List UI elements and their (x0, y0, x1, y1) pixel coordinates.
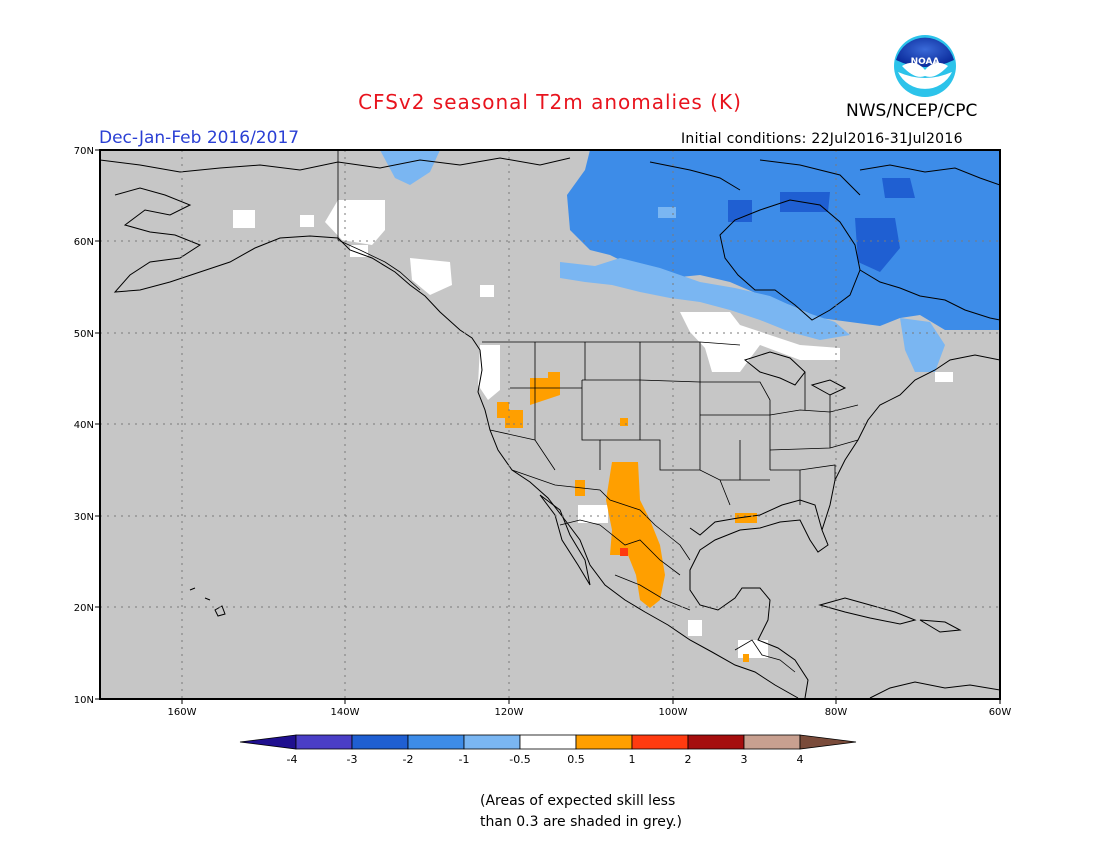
colorbar-swatch (575, 734, 633, 750)
lat-label: 40N (74, 420, 94, 431)
noaa-logo: NOAA (894, 35, 956, 97)
colorbar-label: -4 (287, 753, 298, 766)
colorbar-swatch (519, 734, 577, 750)
colorbar-label: -3 (347, 753, 358, 766)
lat-label: 60N (74, 237, 94, 248)
lon-label: 100W (659, 707, 688, 718)
colorbar-label: -2 (403, 753, 414, 766)
colorbar-label: 4 (797, 753, 804, 766)
lat-label: 30N (74, 512, 94, 523)
colorbar-swatch (687, 734, 745, 750)
political-borders (337, 150, 859, 673)
colorbar-swatch (295, 734, 353, 750)
colorbar-arrow-low (239, 734, 297, 750)
lon-label: 80W (825, 707, 848, 718)
lon-label: 160W (168, 707, 197, 718)
chart-title: CFSv2 seasonal T2m anomalies (K) (358, 90, 742, 114)
noaa-logo-text: NOAA (911, 57, 940, 67)
initial-conditions: Initial conditions: 22Jul2016-31Jul2016 (681, 131, 963, 147)
colorbar-label: 1 (629, 753, 636, 766)
footnote-line: (Areas of expected skill less (480, 793, 676, 809)
lat-label: 20N (74, 603, 94, 614)
colorbar-label: -1 (459, 753, 470, 766)
lat-label: 10N (74, 695, 94, 706)
colorbar-swatch (407, 734, 465, 750)
axis-ticks (95, 149, 1001, 704)
colorbar-swatch (351, 734, 409, 750)
lon-label: 120W (495, 707, 524, 718)
graticule (100, 150, 1000, 699)
colorbar-swatch (631, 734, 689, 750)
colorbar-label: 2 (685, 753, 692, 766)
positive-anomaly-region (497, 372, 757, 662)
forecast-period: Dec-Jan-Feb 2016/2017 (99, 128, 300, 148)
colorbar-swatch (743, 734, 801, 750)
lon-label: 140W (331, 707, 360, 718)
negative-anomaly-region (380, 150, 1000, 372)
lon-label: 60W (989, 707, 1012, 718)
colorbar-label: 0.5 (567, 753, 585, 766)
colorbar-swatch (463, 734, 521, 750)
agency-label: NWS/NCEP/CPC (846, 101, 978, 121)
lat-label: 50N (74, 329, 94, 340)
colorbar-label: -0.5 (509, 753, 530, 766)
footnote-line: than 0.3 are shaded in grey.) (480, 814, 683, 830)
colorbar: -4 -3 -2 -1 -0.5 0.5 1 2 3 4 (239, 734, 857, 766)
near-normal-region (233, 200, 953, 658)
colorbar-arrow-high (799, 734, 857, 750)
strong-anomaly-cell (620, 548, 628, 556)
colorbar-label: 3 (741, 753, 748, 766)
lat-label: 70N (74, 146, 94, 157)
skill-footnote: (Areas of expected skill less than 0.3 a… (480, 791, 682, 833)
